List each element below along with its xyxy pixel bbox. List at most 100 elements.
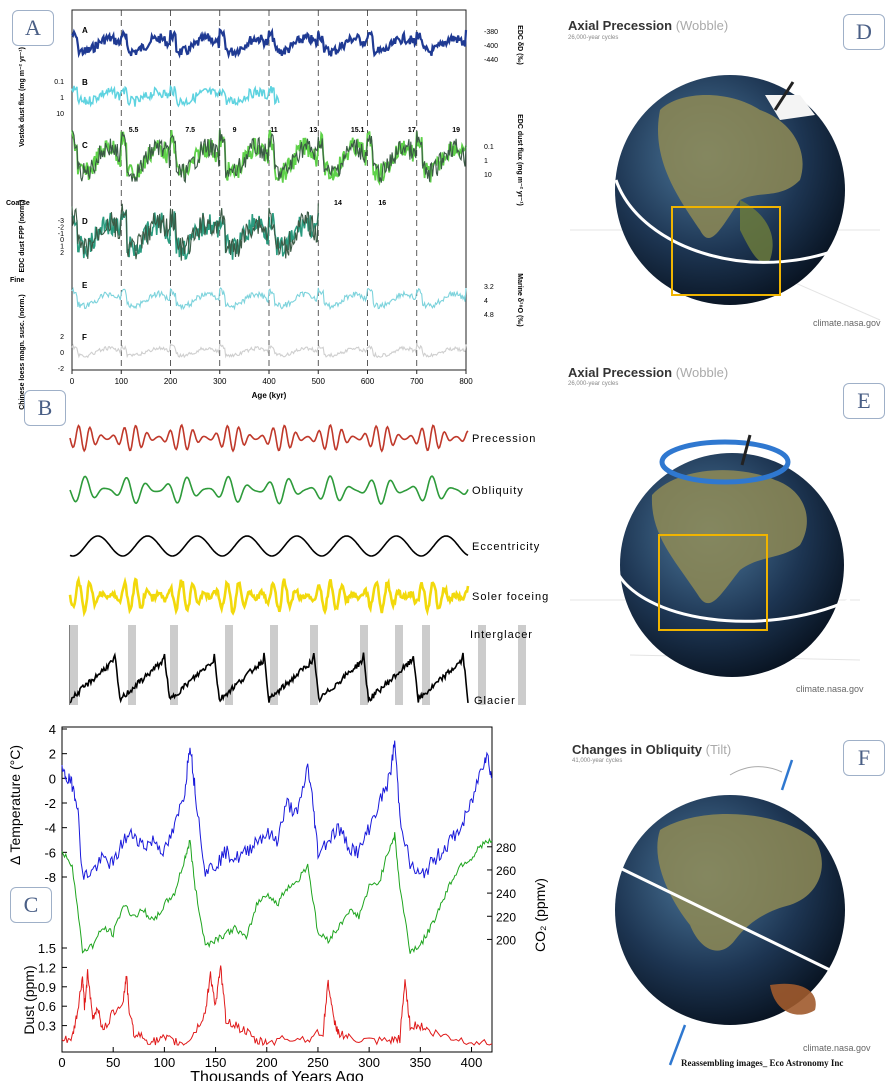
panel-a-right-tick-label: 0.1 bbox=[484, 144, 494, 151]
globe-e-highlight-box bbox=[658, 534, 768, 631]
panel-a-right-tick-label: -400 bbox=[484, 43, 498, 50]
panel-a-series-e-line bbox=[71, 286, 467, 311]
panel-a-stage-label: 19 bbox=[452, 127, 460, 134]
panel-d-title: Axial Precession (Wobble) bbox=[568, 18, 729, 33]
panel-a-series-letter: F bbox=[82, 333, 87, 342]
globe-f-axis-bottom bbox=[668, 1024, 687, 1066]
panel-c-frame bbox=[61, 726, 493, 1053]
panel-a-left-tick-label: -1 bbox=[58, 231, 64, 238]
panel-b-interglacial-band bbox=[170, 625, 178, 705]
panel-b-series-label: Soler foceing bbox=[472, 591, 549, 603]
globe-e-axis bbox=[740, 434, 752, 466]
panel-b-interglacial-band bbox=[310, 625, 318, 705]
panel-a-right-tick-label: -380 bbox=[484, 29, 498, 36]
panel-e-title: Axial Precession (Wobble) bbox=[568, 365, 729, 380]
panel-a-left-axis-label: Chinese loess magn. susc. (norm.) bbox=[19, 294, 26, 410]
globe-e-precession-ring bbox=[659, 439, 791, 485]
panel-a-stage-label: 11 bbox=[270, 127, 278, 134]
panel-a-coarse-label: Coarse bbox=[6, 200, 30, 207]
panel-a-series-letter: E bbox=[82, 281, 88, 290]
panel-a-series-letter: A bbox=[82, 26, 88, 35]
panel-c-co2-tick-label: 280 bbox=[496, 841, 516, 855]
panel-a-left-axis-label: Vostok dust flux (mg m⁻² yr⁻¹) bbox=[19, 47, 26, 147]
panel-a-left-tick-label: 10 bbox=[56, 111, 64, 118]
panel-a-xtick-label: 500 bbox=[312, 377, 326, 386]
panel-d: Axial Precession (Wobble) 26,000-year cy… bbox=[560, 0, 894, 340]
panel-a-stage-label: 14 bbox=[334, 200, 342, 207]
panel-c-xtick-label: 100 bbox=[154, 1055, 176, 1070]
panel-c-xtick-label: 0 bbox=[58, 1055, 65, 1070]
panel-b-chart: Precession Obliquity Eccentricity Soler foc… bbox=[68, 423, 549, 707]
panel-c-xtick-label: 150 bbox=[205, 1055, 227, 1070]
panel-a-left-tick-label: 2 bbox=[60, 334, 64, 341]
panel-b-series-line-0 bbox=[69, 423, 469, 453]
panel-e: Axial Precession (Wobble) 26,000-year cy… bbox=[560, 355, 894, 700]
panel-b-series-line-3 bbox=[68, 575, 470, 618]
panel-b-interglacial-band bbox=[422, 625, 430, 705]
panel-a-series-letter: C bbox=[82, 141, 88, 150]
globe-e-figure bbox=[570, 434, 861, 677]
panel-c-temp-tick-label: -4 bbox=[44, 821, 56, 836]
panel-a-stage-label: 5.5 bbox=[129, 127, 139, 134]
panel-c-xtick-label: 300 bbox=[358, 1055, 380, 1070]
panel-a-right-tick-label: 4 bbox=[484, 298, 488, 305]
panel-tag-e: E bbox=[843, 383, 885, 419]
panel-c-xlabel: Thousands of Years Ago bbox=[190, 1069, 364, 1081]
panel-d-credit: climate.nasa.gov bbox=[813, 318, 881, 328]
panel-a-right-axis-label: EDC dust flux (mg m⁻² yr⁻¹) bbox=[516, 114, 523, 206]
globe-d-axis bbox=[773, 81, 795, 111]
panel-a-stage-label: 7.5 bbox=[185, 127, 195, 134]
panel-c-xtick-label: 50 bbox=[106, 1055, 120, 1070]
panel-a-right-axis-label: EDC δD (‰) bbox=[516, 25, 523, 65]
panel-e-subtitle: 26,000-year cycles bbox=[568, 381, 619, 387]
panel-b-interglacial-band bbox=[270, 625, 278, 705]
panel-a-stage-label: 13 bbox=[309, 127, 317, 134]
panel-a-left-tick-label: 0 bbox=[60, 237, 64, 244]
panel-c-co2-tick-label: 200 bbox=[496, 933, 516, 947]
panel-a-left-tick-label: 0.1 bbox=[54, 79, 64, 86]
panel-c-dust-tick-label: 0.6 bbox=[38, 999, 56, 1014]
panel-a-left-tick-label: 1 bbox=[60, 244, 64, 251]
panel-c-co2-axis-label: CO₂ (ppmv) bbox=[532, 878, 548, 952]
panel-tag-b: B bbox=[24, 390, 66, 426]
panel-a-xlabel: Age (kyr) bbox=[252, 391, 287, 400]
globe-d-highlight-box bbox=[671, 206, 781, 296]
panel-b-interglacial-band bbox=[395, 625, 403, 705]
panel-a-series-c-line-2 bbox=[71, 127, 467, 184]
panel-f-footer: Reassembling images_ Eco Astronomy Inc bbox=[681, 1058, 844, 1068]
panel-tag-f: F bbox=[843, 740, 885, 776]
panel-c-xtick-label: 250 bbox=[307, 1055, 329, 1070]
panel-c-temp-tick-label: 2 bbox=[49, 747, 56, 762]
panel-a-stage-label: 16 bbox=[378, 200, 386, 207]
panel-a-series-a-line bbox=[71, 27, 468, 60]
globe-f-axis-top bbox=[780, 759, 794, 791]
panel-c-dust-line bbox=[61, 965, 493, 1047]
panel-a-left-tick-label: 0 bbox=[60, 350, 64, 357]
panel-a-xtick-label: 100 bbox=[115, 377, 129, 386]
panel-c-temp-tick-label: 4 bbox=[49, 722, 56, 737]
panel-a-left-tick-label: -2 bbox=[58, 224, 64, 231]
panel-a-stage-label: 9 bbox=[233, 127, 237, 134]
panel-c-dust-tick-label: 0.9 bbox=[38, 980, 56, 995]
panel-tag-c: C bbox=[10, 887, 52, 923]
panel-b-series-label: Eccentricity bbox=[472, 541, 540, 553]
panel-c-temp-tick-label: -8 bbox=[44, 870, 56, 885]
panel-a-xtick-label: 300 bbox=[213, 377, 227, 386]
panel-c-dust-tick-label: 1.2 bbox=[38, 960, 56, 975]
panel-a-right-tick-label: 1 bbox=[484, 158, 488, 165]
panel-f-credit: climate.nasa.gov bbox=[803, 1043, 871, 1053]
panel-a-right-axis-label: Marine δ¹⁸O (‰) bbox=[516, 273, 523, 326]
panel-a-series-letter: B bbox=[82, 78, 88, 87]
panel-f-subtitle: 41,000-year cycles bbox=[572, 758, 623, 764]
panel-a-series-b-line bbox=[71, 84, 280, 108]
globe-e-equator bbox=[614, 569, 851, 623]
panel-a-right-tick-label: 4.8 bbox=[484, 312, 494, 319]
panel-c-temperature-line bbox=[61, 740, 493, 880]
panel-c-temp-tick-label: 0 bbox=[49, 771, 56, 786]
panel-b-interglacial-band bbox=[70, 625, 78, 705]
panel-a-right-tick-label: 10 bbox=[484, 172, 492, 179]
panel-c-dust-tick-label: 0.3 bbox=[38, 1019, 56, 1034]
panel-b-interglacial-band bbox=[225, 625, 233, 705]
panel-c-temp-tick-label: -2 bbox=[44, 796, 56, 811]
panel-a-left-axis-label: EDC dust FPP (norm.) bbox=[19, 200, 26, 273]
